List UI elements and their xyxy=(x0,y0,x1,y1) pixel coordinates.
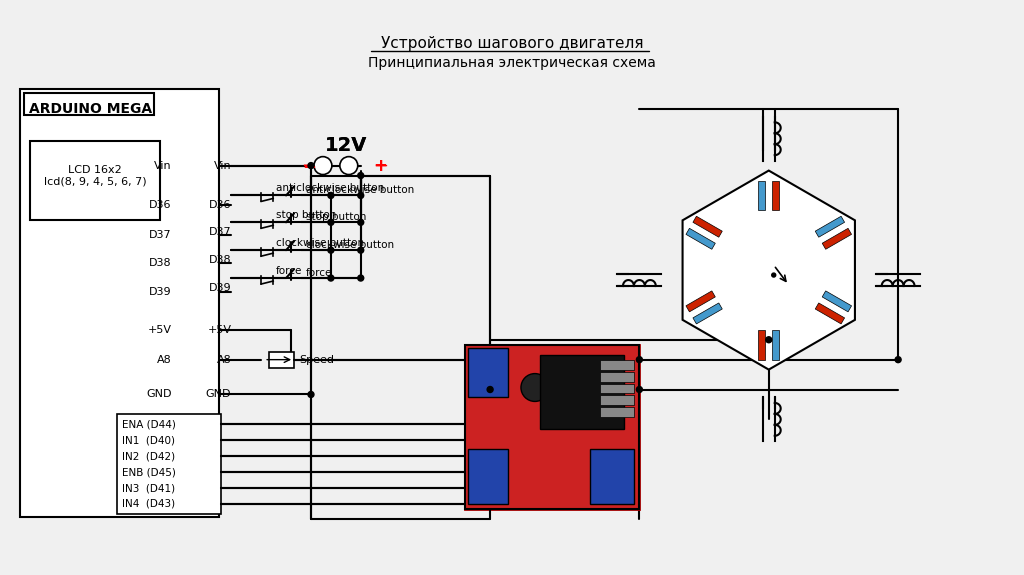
Bar xyxy=(540,355,625,430)
Text: ARDUINO MEGA: ARDUINO MEGA xyxy=(30,102,153,116)
Polygon shape xyxy=(759,181,765,210)
Circle shape xyxy=(328,193,334,198)
Bar xyxy=(25,93,154,115)
Text: Vin: Vin xyxy=(214,160,231,171)
Circle shape xyxy=(328,275,334,281)
Polygon shape xyxy=(759,330,765,359)
Text: D38: D38 xyxy=(150,258,172,268)
Text: 12V: 12V xyxy=(325,136,367,155)
Text: Speed: Speed xyxy=(299,355,334,365)
Text: force: force xyxy=(306,268,333,278)
Circle shape xyxy=(328,219,334,225)
Bar xyxy=(465,345,639,509)
Text: anticlockwise button: anticlockwise button xyxy=(306,186,415,196)
Circle shape xyxy=(314,156,332,175)
Text: ENB (D45): ENB (D45) xyxy=(122,467,176,477)
Bar xyxy=(31,141,160,220)
Circle shape xyxy=(636,356,642,363)
Bar xyxy=(590,449,635,504)
Circle shape xyxy=(357,247,364,253)
Text: Vin: Vin xyxy=(154,160,172,171)
Text: D38: D38 xyxy=(209,255,231,265)
Circle shape xyxy=(895,356,901,363)
Circle shape xyxy=(328,247,334,253)
Text: A8: A8 xyxy=(157,355,172,365)
Text: +5V: +5V xyxy=(208,325,231,335)
Circle shape xyxy=(357,275,364,281)
Polygon shape xyxy=(772,330,779,359)
Bar xyxy=(468,449,508,504)
Text: ENA (D44): ENA (D44) xyxy=(122,419,176,430)
Text: D37: D37 xyxy=(150,230,172,240)
Text: clockwise button: clockwise button xyxy=(306,240,394,250)
Text: stop button: stop button xyxy=(276,210,337,220)
Polygon shape xyxy=(686,291,716,312)
Text: IN2  (D42): IN2 (D42) xyxy=(122,451,175,461)
Polygon shape xyxy=(686,228,716,250)
Circle shape xyxy=(308,392,314,397)
Polygon shape xyxy=(693,303,722,324)
Bar xyxy=(600,384,635,393)
Bar xyxy=(600,359,635,370)
Text: L298N: L298N xyxy=(568,387,595,396)
Circle shape xyxy=(772,273,776,277)
Circle shape xyxy=(308,163,314,168)
Text: +: + xyxy=(374,156,387,175)
Text: force: force xyxy=(276,266,302,276)
Polygon shape xyxy=(822,291,852,312)
Polygon shape xyxy=(815,303,845,324)
Bar xyxy=(465,345,639,509)
Polygon shape xyxy=(683,171,855,370)
Circle shape xyxy=(357,193,364,198)
Text: stop button: stop button xyxy=(306,212,367,223)
Bar xyxy=(600,396,635,405)
Text: D39: D39 xyxy=(209,283,231,293)
Text: LCD 16x2
lcd(8, 9, 4, 5, 6, 7): LCD 16x2 lcd(8, 9, 4, 5, 6, 7) xyxy=(44,165,146,186)
Bar xyxy=(269,352,294,367)
Circle shape xyxy=(487,386,494,393)
Text: D36: D36 xyxy=(150,201,172,210)
Text: D37: D37 xyxy=(209,227,231,237)
Polygon shape xyxy=(772,181,779,210)
Text: +5V: +5V xyxy=(147,325,172,335)
Text: Принципиальная электрическая схема: Принципиальная электрическая схема xyxy=(368,56,656,70)
Text: 12V: 12V xyxy=(325,136,367,155)
Bar xyxy=(20,89,219,517)
Text: D36: D36 xyxy=(209,201,231,210)
Circle shape xyxy=(636,386,642,393)
Circle shape xyxy=(766,337,772,343)
Text: −: − xyxy=(301,156,316,175)
Text: anticlockwise button: anticlockwise button xyxy=(276,183,384,193)
Text: clockwise button: clockwise button xyxy=(276,238,365,248)
Bar xyxy=(117,415,221,514)
Text: −: − xyxy=(302,156,316,175)
Circle shape xyxy=(521,374,549,401)
Text: IN4  (D43): IN4 (D43) xyxy=(122,499,175,509)
Polygon shape xyxy=(693,216,722,237)
Polygon shape xyxy=(822,228,852,250)
Text: D39: D39 xyxy=(150,287,172,297)
Text: Устройство шагового двигателя: Устройство шагового двигателя xyxy=(381,36,643,51)
Bar xyxy=(600,408,635,417)
Text: GND: GND xyxy=(146,389,172,400)
Circle shape xyxy=(357,172,364,178)
Polygon shape xyxy=(815,216,845,237)
Text: +: + xyxy=(373,156,388,175)
Circle shape xyxy=(340,156,357,175)
Text: A8: A8 xyxy=(217,355,231,365)
Circle shape xyxy=(357,219,364,225)
Text: IN3  (D41): IN3 (D41) xyxy=(122,483,175,493)
Bar xyxy=(468,348,508,397)
Text: GND: GND xyxy=(206,389,231,400)
Bar xyxy=(600,371,635,382)
Text: IN1  (D40): IN1 (D40) xyxy=(122,435,175,445)
